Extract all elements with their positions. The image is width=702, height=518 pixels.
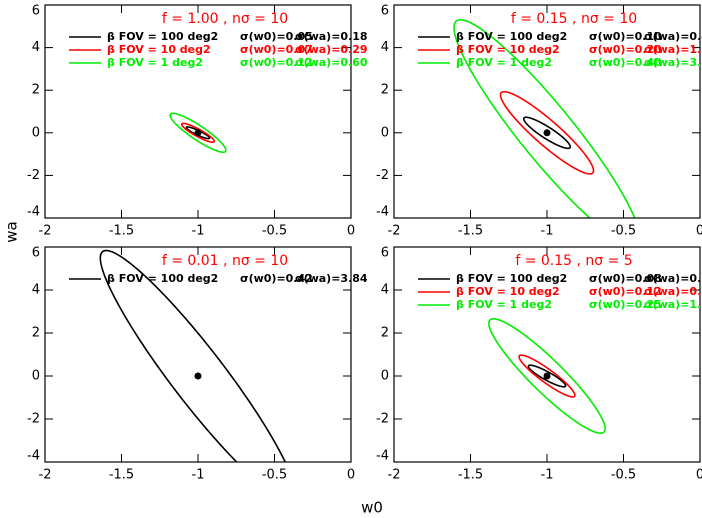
y-tick-label: -2 — [376, 412, 389, 427]
legend-sigma: σ(wa)=1.27 — [644, 43, 702, 56]
legend-sigma: σ(w0)=0.08 — [589, 272, 662, 285]
legend-sigma: σ(wa)=1.75 — [644, 298, 702, 311]
y-tick-label: -4 — [27, 449, 40, 464]
y-tick-label: 4 — [32, 40, 40, 55]
legend-sigma: σ(wa)=3.84 — [295, 272, 368, 285]
legend-sigma: σ(w0)=0.05 — [240, 30, 313, 43]
y-tick-label: 4 — [32, 283, 40, 298]
y-tick-label: 2 — [381, 326, 389, 341]
y-tick-label: 2 — [32, 83, 40, 98]
legend-sigma: σ(w0)=0.40 — [589, 56, 662, 69]
legend-sigma: σ(w0)=0.07 — [240, 43, 313, 56]
y-tick-label: 6 — [32, 4, 40, 19]
x-tick-label: -1 — [541, 468, 554, 483]
legend-sigma: σ(w0)=0.42 — [240, 272, 313, 285]
legend-sigma: σ(w0)=0.12 — [240, 56, 313, 69]
panel-title: f = 1.00 , nσ = 10 — [162, 11, 288, 27]
x-axis-label: w0 — [361, 499, 383, 517]
plot-area — [453, 19, 636, 218]
legend-sigma: σ(w0)=0.10 — [589, 30, 662, 43]
panel-title: f = 0.15 , nσ = 5 — [515, 253, 632, 269]
legend-label: β FOV = 1 deg2 — [107, 56, 203, 69]
x-tick-label: -1 — [541, 224, 554, 239]
x-tick-label: -2 — [39, 468, 52, 483]
confidence-ellipse — [185, 126, 211, 140]
legend-sigma: σ(wa)=0.48 — [644, 30, 702, 43]
legend-label: β FOV = 10 deg2 — [107, 43, 211, 56]
confidence-ellipse — [180, 122, 216, 143]
y-tick-label: -4 — [27, 205, 40, 220]
y-tick-label: 0 — [381, 369, 389, 384]
y-tick-label: -2 — [376, 168, 389, 183]
x-tick-label: -0.5 — [262, 468, 287, 483]
confidence-ellipse — [518, 354, 576, 398]
fiducial-point — [194, 129, 202, 137]
panel-title: f = 0.01 , nσ = 10 — [162, 253, 288, 269]
fiducial-point — [543, 129, 551, 137]
x-tick-label: -1 — [192, 224, 205, 239]
legend-sigma: σ(wa)=0.60 — [295, 56, 368, 69]
x-tick-label: -1.5 — [458, 468, 483, 483]
panel-title: f = 0.15 , nσ = 10 — [511, 11, 637, 27]
legend-sigma: σ(wa)=0.33 — [644, 272, 702, 285]
legend-label: β FOV = 100 deg2 — [107, 272, 218, 285]
legend-label: β FOV = 100 deg2 — [456, 30, 567, 43]
fiducial-point — [194, 372, 202, 380]
plot-area — [169, 112, 227, 154]
y-tick-label: -2 — [27, 168, 40, 183]
y-tick-label: 6 — [381, 4, 389, 19]
x-tick-label: -0.5 — [611, 224, 636, 239]
y-tick-label: 0 — [32, 125, 40, 140]
legend-label: β FOV = 10 deg2 — [456, 43, 560, 56]
confidence-ellipse — [499, 90, 595, 175]
confidence-ellipse — [169, 112, 227, 154]
x-tick-label: -1.5 — [109, 224, 134, 239]
confidence-ellipse — [527, 364, 567, 388]
legend-label: β FOV = 1 deg2 — [456, 56, 552, 69]
confidence-ellipse — [99, 249, 287, 462]
x-tick-label: -0.5 — [611, 468, 636, 483]
legend-label: β FOV = 1 deg2 — [456, 298, 552, 311]
legend-label: β FOV = 100 deg2 — [107, 30, 218, 43]
x-tick-label: 0 — [696, 224, 702, 239]
legend-label: β FOV = 10 deg2 — [456, 285, 560, 298]
y-axis-label: wa — [3, 221, 21, 242]
y-tick-label: 2 — [32, 326, 40, 341]
legend-sigma: σ(w0)=0.12 — [589, 285, 662, 298]
y-tick-label: -4 — [376, 449, 389, 464]
x-tick-label: 0 — [347, 224, 355, 239]
x-tick-label: 0 — [696, 468, 702, 483]
legend-sigma: σ(wa)=0.29 — [295, 43, 368, 56]
y-tick-label: 4 — [381, 283, 389, 298]
y-tick-label: 0 — [381, 125, 389, 140]
x-tick-label: 0 — [347, 468, 355, 483]
y-tick-label: 2 — [381, 83, 389, 98]
x-tick-label: -2 — [39, 224, 52, 239]
legend-label: β FOV = 100 deg2 — [456, 272, 567, 285]
y-tick-label: -4 — [376, 205, 389, 220]
x-tick-label: -1 — [192, 468, 205, 483]
confidence-ellipse — [522, 116, 572, 150]
plot-area — [99, 249, 287, 462]
fiducial-point — [543, 372, 551, 380]
legend-sigma: σ(wa)=0.64 — [644, 285, 702, 298]
y-tick-label: 6 — [32, 246, 40, 261]
confidence-ellipse — [488, 318, 606, 434]
legend-sigma: σ(wa)=3.49 — [644, 56, 702, 69]
legend-sigma: σ(w0)=0.25 — [589, 298, 662, 311]
x-tick-label: -1.5 — [458, 224, 483, 239]
plot-area — [488, 318, 606, 434]
legend-sigma: σ(wa)=0.18 — [295, 30, 368, 43]
y-tick-label: 0 — [32, 369, 40, 384]
legend-sigma: σ(w0)=0.20 — [589, 43, 662, 56]
x-tick-label: -0.5 — [262, 224, 287, 239]
x-tick-label: -1.5 — [109, 468, 134, 483]
confidence-ellipse — [453, 19, 636, 218]
x-tick-label: -2 — [388, 224, 401, 239]
x-tick-label: -2 — [388, 468, 401, 483]
y-tick-label: -2 — [27, 412, 40, 427]
y-tick-label: 4 — [381, 40, 389, 55]
y-tick-label: 6 — [381, 246, 389, 261]
